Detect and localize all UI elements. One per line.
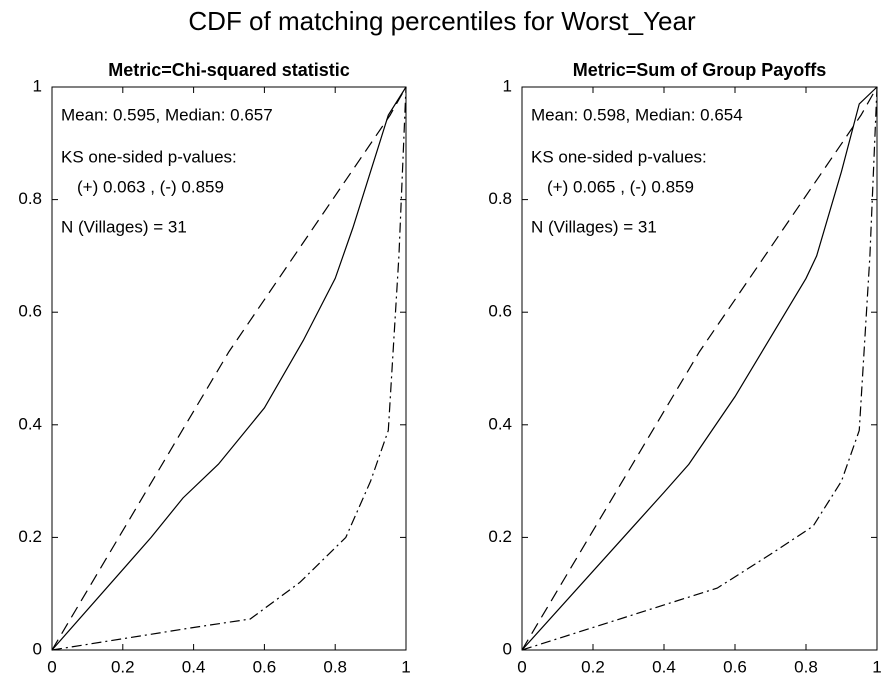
x-tick-label: 0.8 — [323, 657, 347, 676]
annotation: N (Villages) = 31 — [61, 217, 187, 236]
x-tick-label: 0.6 — [723, 657, 747, 676]
x-tick-label: 0 — [517, 657, 526, 676]
y-tick-label: 0.4 — [18, 414, 42, 433]
cdf-line — [521, 86, 878, 651]
subplot-title: Metric=Sum of Group Payoffs — [573, 60, 827, 80]
cdf-line — [51, 86, 407, 651]
figure-title: CDF of matching percentiles for Worst_Ye… — [188, 6, 696, 36]
annotation: KS one-sided p-values: — [531, 147, 707, 166]
y-tick-label: 0 — [503, 639, 512, 658]
annotation: N (Villages) = 31 — [531, 217, 657, 236]
annotation: KS one-sided p-values: — [61, 147, 237, 166]
x-tick-label: 0 — [47, 657, 56, 676]
x-tick-label: 0.4 — [182, 657, 206, 676]
x-tick-label: 0.6 — [253, 657, 277, 676]
cdf-line — [51, 86, 407, 651]
subplot-title: Metric=Chi-squared statistic — [108, 60, 350, 80]
annotation: (+) 0.065 , (-) 0.859 — [547, 177, 694, 196]
x-tick-label: 0.2 — [111, 657, 135, 676]
annotation: Mean: 0.595, Median: 0.657 — [61, 105, 273, 124]
x-tick-label: 0.4 — [652, 657, 676, 676]
y-tick-label: 0.2 — [18, 527, 42, 546]
y-tick-label: 0.6 — [488, 302, 512, 321]
cdf-line — [521, 86, 878, 651]
y-tick-label: 0.4 — [488, 414, 512, 433]
x-tick-label: 0.8 — [794, 657, 818, 676]
y-tick-label: 0.2 — [488, 527, 512, 546]
annotation: Mean: 0.598, Median: 0.654 — [531, 105, 743, 124]
annotation: (+) 0.063 , (-) 0.859 — [77, 177, 224, 196]
y-tick-label: 0.8 — [18, 189, 42, 208]
y-tick-label: 0.8 — [488, 189, 512, 208]
y-tick-label: 1 — [33, 76, 42, 95]
plot-frame — [51, 86, 407, 651]
cdf-line — [51, 86, 407, 651]
cdf-line — [521, 86, 878, 651]
x-tick-label: 0.2 — [581, 657, 605, 676]
y-tick-label: 0.6 — [18, 302, 42, 321]
x-tick-label: 1 — [872, 657, 881, 676]
x-tick-label: 1 — [401, 657, 410, 676]
y-tick-label: 0 — [33, 639, 42, 658]
y-tick-label: 1 — [503, 76, 512, 95]
plot-frame — [521, 86, 878, 651]
